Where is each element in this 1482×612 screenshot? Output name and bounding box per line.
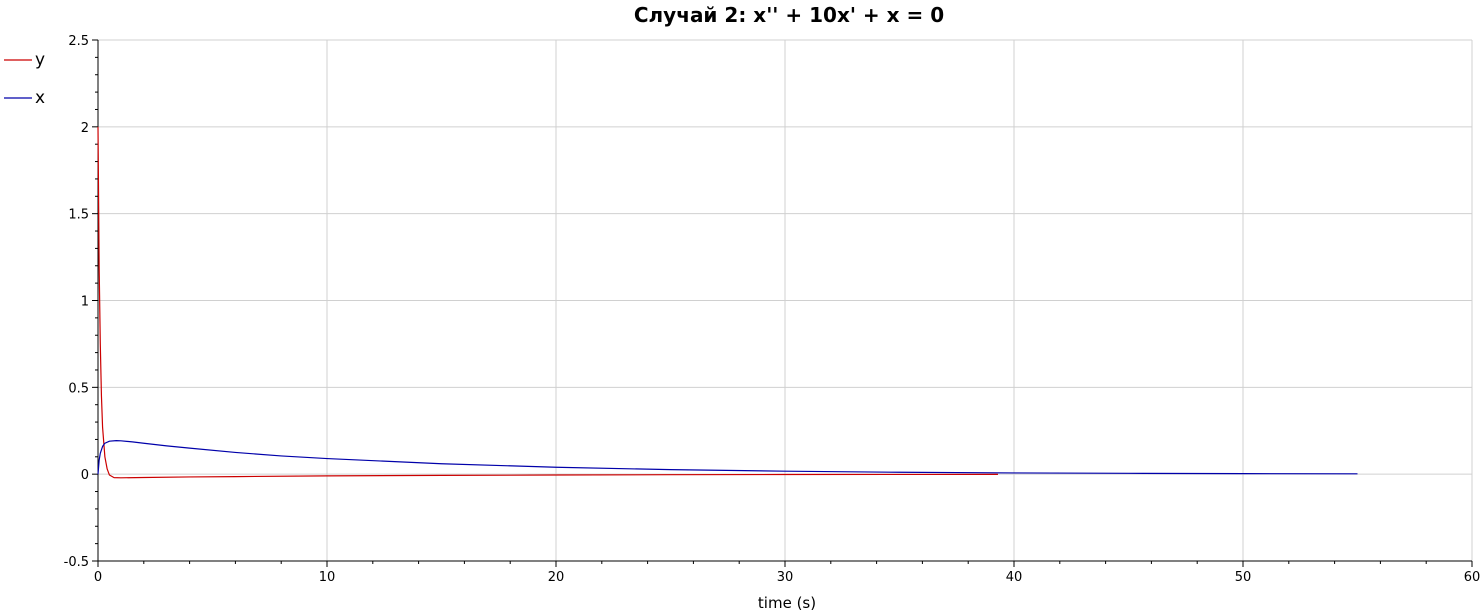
legend-label-y: y bbox=[35, 50, 45, 70]
series-line-y bbox=[97, 126, 998, 479]
x-tick-label: 50 bbox=[1235, 570, 1252, 585]
y-tick-label: 2 bbox=[81, 121, 89, 136]
x-tick-label: 40 bbox=[1006, 570, 1023, 585]
y-tick-label: 0.5 bbox=[68, 381, 89, 396]
series-group bbox=[97, 126, 1358, 479]
ticks: 0 10 20 30 40 50 60 -0.5 0 0.5 1 1.5 2 2.5 bbox=[64, 34, 1481, 585]
y-tick-label: 1 bbox=[81, 295, 89, 310]
x-tick-label: 10 bbox=[319, 570, 336, 585]
grid bbox=[98, 39, 1473, 561]
y-tick-label: 0 bbox=[81, 468, 89, 483]
series-line-x bbox=[97, 440, 1358, 475]
x-axis-label: time (s) bbox=[758, 594, 816, 612]
x-tick-label: 20 bbox=[548, 570, 565, 585]
legend-label-x: x bbox=[35, 88, 45, 108]
chart-title: Случай 2: x'' + 10x' + x = 0 bbox=[634, 3, 944, 27]
legend: yx bbox=[4, 50, 45, 108]
x-tick-label: 30 bbox=[777, 570, 794, 585]
y-tick-label: -0.5 bbox=[64, 555, 89, 570]
y-tick-label: 1.5 bbox=[68, 208, 89, 223]
y-tick-label: 2.5 bbox=[68, 34, 89, 49]
x-tick-label: 0 bbox=[94, 570, 102, 585]
x-tick-label: 60 bbox=[1464, 570, 1481, 585]
